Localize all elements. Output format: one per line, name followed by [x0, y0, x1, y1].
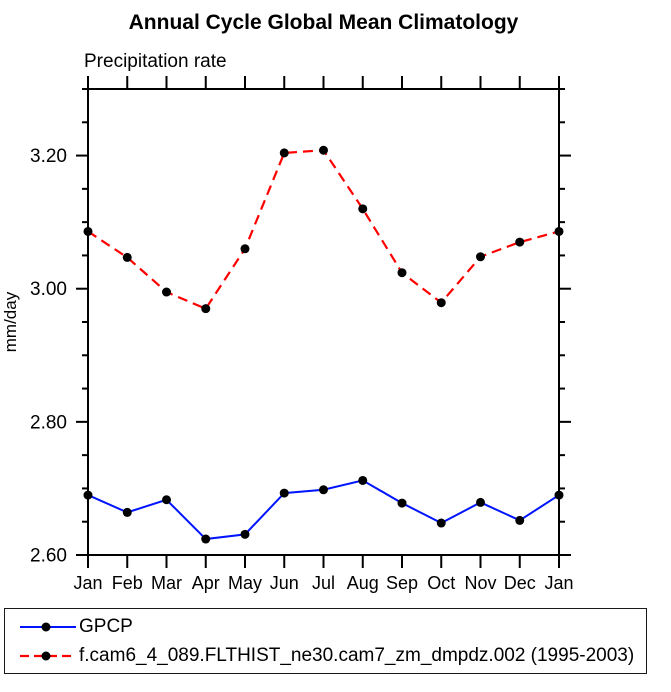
- data-point-marker: [436, 298, 446, 308]
- data-point-marker: [358, 475, 368, 485]
- chart-title: Annual Cycle Global Mean Climatology: [128, 11, 519, 34]
- data-point-marker: [358, 204, 368, 214]
- plot-frame: [87, 88, 560, 556]
- legend-box: GPCP f.cam6_4_089.FLTHIST_ne30.cam7_zm_d…: [4, 608, 647, 674]
- data-point-marker: [122, 252, 132, 262]
- x-tick-label: Oct: [427, 573, 455, 593]
- data-point-marker: [397, 268, 407, 278]
- legend-line-sample-gpcp: [20, 622, 76, 631]
- data-point-marker: [476, 252, 485, 262]
- data-point-marker: [83, 226, 93, 236]
- x-tick-label: Mar: [151, 573, 182, 593]
- data-point-marker: [436, 518, 446, 528]
- series-line: [87, 149, 560, 311]
- x-tick-label: Jul: [312, 573, 335, 593]
- data-point-marker: [240, 244, 250, 254]
- x-tick-label: Sep: [386, 573, 418, 593]
- legend-sample-marker: [41, 651, 51, 660]
- y-tick-label: 3.00: [30, 279, 67, 300]
- chart-subtitle: Precipitation rate: [84, 51, 227, 72]
- x-tick-label: Jan: [73, 573, 102, 593]
- data-point-marker: [554, 490, 564, 500]
- x-tick-label: Jan: [544, 573, 573, 593]
- data-point-marker: [279, 488, 289, 498]
- plot-canvas: 2.60 2.80 3.00 3.20 Jan Feb Mar Apr May Jun Jul Aug…: [1, 76, 574, 593]
- data-point-marker: [162, 287, 171, 297]
- y-axis-label: mm/day: [1, 291, 20, 352]
- data-point-marker: [515, 237, 525, 247]
- x-tick-label: Dec: [504, 573, 536, 593]
- legend-line-sample-model: [20, 651, 76, 660]
- data-point-marker: [83, 490, 93, 500]
- x-tick-label: Jun: [270, 573, 299, 593]
- data-point-marker: [122, 507, 132, 517]
- y-tick-label: 3.20: [30, 146, 67, 167]
- legend-label-gpcp: GPCP: [79, 615, 133, 637]
- legend-sample-marker: [41, 622, 51, 631]
- data-point-marker: [554, 226, 564, 236]
- y-tick-label: 2.80: [30, 412, 67, 433]
- data-point-marker: [319, 145, 328, 155]
- data-point-marker: [240, 529, 250, 539]
- legend-item-model: f.cam6_4_089.FLTHIST_ne30.cam7_zm_dmpdz.…: [5, 641, 646, 670]
- data-point-marker: [319, 485, 328, 495]
- x-tick-label: May: [228, 573, 262, 593]
- x-tick-label: Aug: [347, 573, 379, 593]
- legend-item-gpcp: GPCP: [5, 612, 646, 641]
- data-point-marker: [397, 498, 407, 508]
- data-point-marker: [201, 534, 211, 544]
- data-point-marker: [476, 497, 485, 507]
- x-tick-label: Feb: [112, 573, 143, 593]
- x-tick-label: Apr: [192, 573, 220, 593]
- data-point-marker: [201, 304, 211, 314]
- legend-label-model: f.cam6_4_089.FLTHIST_ne30.cam7_zm_dmpdz.…: [79, 644, 635, 666]
- x-tick-label: Nov: [464, 573, 496, 593]
- data-point-marker: [279, 148, 289, 158]
- data-point-marker: [162, 495, 171, 505]
- data-point-marker: [515, 515, 525, 525]
- y-tick-label: 2.60: [30, 546, 67, 567]
